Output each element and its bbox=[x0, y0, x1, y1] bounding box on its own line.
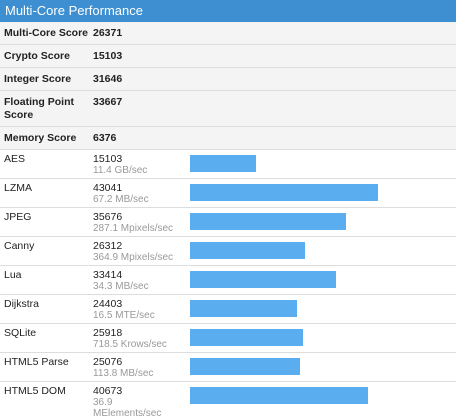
workload-values: 40673 36.9 MElements/sec bbox=[88, 382, 181, 420]
workload-rate: 16.5 MTE/sec bbox=[93, 310, 155, 321]
summary-row: Memory Score 6376 bbox=[0, 127, 456, 150]
score-value: 26371 bbox=[93, 27, 123, 39]
score-value: 6376 bbox=[93, 132, 117, 144]
summary-row: Floating Point Score 33667 bbox=[0, 91, 456, 127]
workload-name: AES bbox=[4, 153, 26, 165]
workload-values: 15103 11.4 GB/sec bbox=[88, 150, 181, 178]
workload-name: Lua bbox=[4, 269, 22, 281]
workload-row: LZMA 43041 67.2 MB/sec bbox=[0, 179, 456, 208]
workload-rate: 34.3 MB/sec bbox=[93, 281, 149, 292]
workload-score: 25918 bbox=[93, 327, 123, 339]
workload-row: SQLite 25918 718.5 Krows/sec bbox=[0, 324, 456, 353]
score-bar bbox=[190, 329, 304, 346]
bar-cell bbox=[181, 266, 456, 294]
workload-values: 43041 67.2 MB/sec bbox=[88, 179, 181, 207]
workload-rate: 67.2 MB/sec bbox=[93, 194, 149, 205]
score-bar bbox=[190, 184, 378, 201]
score-label: Memory Score bbox=[4, 132, 77, 144]
workload-values: 25076 113.8 MB/sec bbox=[88, 353, 181, 381]
workload-score: 35676 bbox=[93, 211, 123, 223]
workload-values: 26312 364.9 Mpixels/sec bbox=[88, 237, 181, 265]
workload-row: JPEG 35676 287.1 Mpixels/sec bbox=[0, 208, 456, 237]
workload-rate: 287.1 Mpixels/sec bbox=[93, 223, 174, 234]
bar-cell bbox=[181, 179, 456, 207]
score-label: Multi-Core Score bbox=[4, 27, 89, 39]
workload-score: 25076 bbox=[93, 356, 123, 368]
workload-rate: 36.9 MElements/sec bbox=[93, 397, 162, 419]
workload-score: 43041 bbox=[93, 182, 123, 194]
bar-cell bbox=[181, 208, 456, 236]
workload-name: JPEG bbox=[4, 211, 32, 223]
bar-cell bbox=[181, 382, 456, 420]
workload-values: 33414 34.3 MB/sec bbox=[88, 266, 181, 294]
workload-values: 25918 718.5 Krows/sec bbox=[88, 324, 181, 352]
score-value: 31646 bbox=[93, 73, 123, 85]
summary-row: Integer Score 31646 bbox=[0, 68, 456, 91]
workload-score: 26312 bbox=[93, 240, 123, 252]
score-bar bbox=[190, 271, 336, 288]
workload-row: AES 15103 11.4 GB/sec bbox=[0, 150, 456, 179]
summary-row: Multi-Core Score 26371 bbox=[0, 22, 456, 45]
section-title: Multi-Core Performance bbox=[0, 0, 456, 22]
workload-score: 24403 bbox=[93, 298, 123, 310]
workload-row: HTML5 DOM 40673 36.9 MElements/sec bbox=[0, 382, 456, 420]
workload-rate: 113.8 MB/sec bbox=[93, 368, 154, 379]
workload-row: Canny 26312 364.9 Mpixels/sec bbox=[0, 237, 456, 266]
score-bar bbox=[190, 155, 256, 172]
workload-score: 40673 bbox=[93, 385, 123, 397]
workload-name: Canny bbox=[4, 240, 35, 252]
score-bar bbox=[190, 213, 346, 230]
score-bar bbox=[190, 242, 305, 259]
workload-name: SQLite bbox=[4, 327, 37, 339]
workload-row: Lua 33414 34.3 MB/sec bbox=[0, 266, 456, 295]
workload-rate: 364.9 Mpixels/sec bbox=[93, 252, 174, 263]
workload-row: Dijkstra 24403 16.5 MTE/sec bbox=[0, 295, 456, 324]
workload-name: LZMA bbox=[4, 182, 33, 194]
workload-score: 15103 bbox=[93, 153, 123, 165]
score-label: Floating Point Score bbox=[4, 96, 74, 121]
bar-cell bbox=[181, 295, 456, 323]
workload-name: Dijkstra bbox=[4, 298, 40, 310]
bar-cell bbox=[181, 150, 456, 178]
workload-rate: 11.4 GB/sec bbox=[93, 165, 148, 176]
bar-cell bbox=[181, 353, 456, 381]
workload-values: 24403 16.5 MTE/sec bbox=[88, 295, 181, 323]
workload-values: 35676 287.1 Mpixels/sec bbox=[88, 208, 181, 236]
bar-cell bbox=[181, 237, 456, 265]
score-bar bbox=[190, 387, 368, 404]
workload-rate: 718.5 Krows/sec bbox=[93, 339, 167, 350]
workload-score: 33414 bbox=[93, 269, 123, 281]
score-label: Crypto Score bbox=[4, 50, 70, 62]
workload-name: HTML5 DOM bbox=[4, 385, 66, 397]
score-label: Integer Score bbox=[4, 73, 72, 85]
results-table: Multi-Core Score 26371 Crypto Score 15103 In… bbox=[0, 22, 456, 420]
score-bar bbox=[190, 358, 300, 375]
score-value: 33667 bbox=[93, 96, 123, 108]
bar-cell bbox=[181, 324, 456, 352]
score-bar bbox=[190, 300, 297, 317]
workload-name: HTML5 Parse bbox=[4, 356, 69, 368]
score-value: 15103 bbox=[93, 50, 123, 62]
workload-row: HTML5 Parse 25076 113.8 MB/sec bbox=[0, 353, 456, 382]
summary-row: Crypto Score 15103 bbox=[0, 45, 456, 68]
